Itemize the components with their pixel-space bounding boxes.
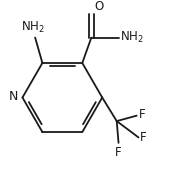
Text: O: O (94, 0, 103, 13)
Text: N: N (8, 90, 18, 103)
Text: NH$_2$: NH$_2$ (120, 30, 144, 45)
Text: F: F (139, 108, 145, 121)
Text: F: F (115, 146, 122, 159)
Text: NH$_2$: NH$_2$ (21, 20, 45, 35)
Text: F: F (140, 131, 147, 144)
